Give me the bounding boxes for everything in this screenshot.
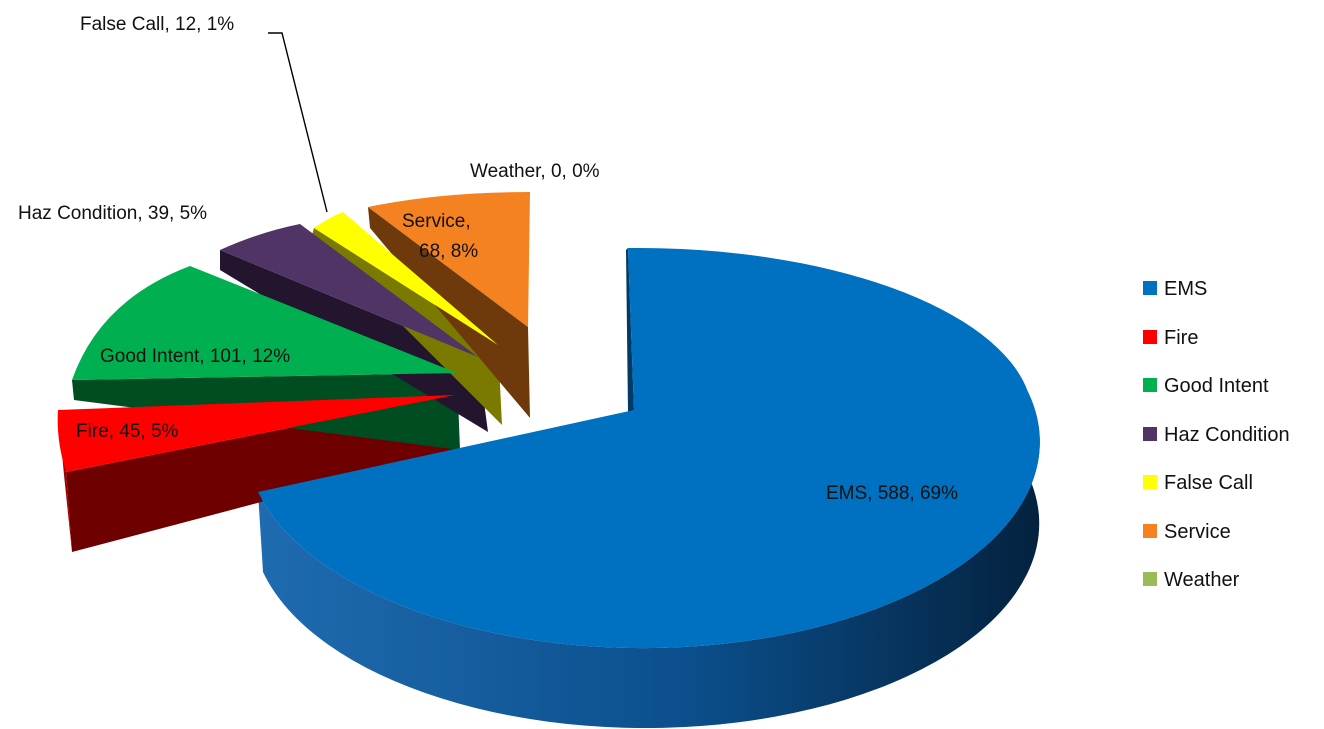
data-label-weather: Weather, 0, 0% [470,161,600,182]
data-label-service-line1: Service, [402,211,471,232]
data-label-good-intent: Good Intent, 101, 12% [100,346,290,367]
legend-swatch-false-call [1143,475,1157,489]
legend-item-weather: Weather [1143,569,1240,591]
data-label-false-call: False Call, 12, 1% [80,14,234,35]
legend-label-ems: EMS [1164,278,1207,300]
slice-top-ems [258,247,1040,649]
legend-item-service: Service [1143,521,1231,543]
slice-top-fire [57,395,456,472]
data-label-haz-condition: Haz Condition, 39, 5% [18,203,207,224]
slice-top-good-intent [72,266,457,380]
data-label-service-line2: 68, 8% [419,241,478,262]
legend-label-fire: Fire [1164,327,1198,349]
legend-label-good-intent: Good Intent [1164,375,1269,397]
legend-swatch-fire [1143,330,1157,344]
legend-item-haz-condition: Haz Condition [1143,424,1290,446]
legend-label-false-call: False Call [1164,472,1253,494]
legend-label-service: Service [1164,521,1231,543]
legend-label-haz-condition: Haz Condition [1164,424,1290,446]
slice-top-haz [220,224,478,357]
slice-side-ems [258,392,1040,729]
slice-top-service [368,192,530,327]
leader-line-false-call [268,32,328,213]
legend-item-fire: Fire [1143,327,1198,349]
legend-label-weather: Weather [1164,569,1240,591]
data-label-service: Service, 68, 8% [402,211,478,262]
legend-item-good-intent: Good Intent [1143,375,1269,397]
legend: EMS Fire Good Intent Haz Condition False… [1143,278,1290,591]
legend-item-ems: EMS [1143,278,1207,300]
slice-inner-ems [626,248,634,412]
legend-item-false-call: False Call [1143,472,1253,494]
legend-swatch-weather [1143,572,1157,586]
data-label-fire: Fire, 45, 5% [76,421,179,442]
legend-swatch-good-intent [1143,378,1157,392]
legend-swatch-haz-condition [1143,427,1157,441]
slice-top-false-call [314,212,498,345]
data-label-ems: EMS, 588, 69% [826,483,958,504]
legend-swatch-service [1143,524,1157,538]
legend-swatch-ems [1143,281,1157,295]
